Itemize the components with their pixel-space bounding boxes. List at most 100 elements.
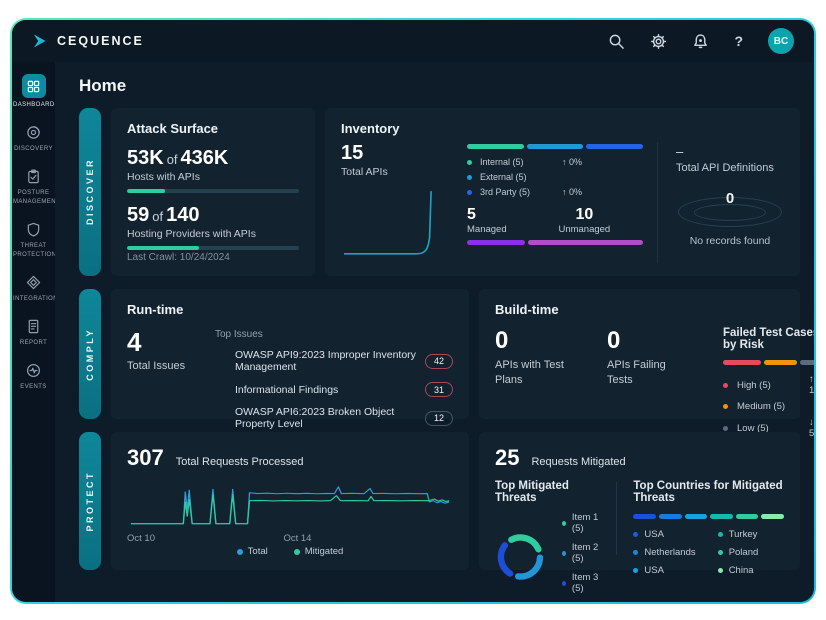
requests-line-chart	[130, 486, 450, 525]
buildtime-panel: Build-time 0 APIs with Test Plans 0 APIs…	[479, 289, 814, 439]
x-axis-labels: Oct 10 Oct 14	[127, 532, 453, 544]
legend-label: Internal (5)	[480, 157, 524, 167]
inventory-title: Inventory	[341, 121, 400, 136]
metric-connector: of	[152, 209, 164, 224]
managed-stat: 5 Managed	[467, 206, 526, 235]
sidebar-item-posture-management[interactable]: POSTURE MANAGEMENT	[12, 166, 61, 207]
requests-mitigated-panel: 25 Requests Mitigated Top Mitigated Thre…	[479, 432, 800, 594]
sidebar-item-report[interactable]: REPORT	[12, 316, 55, 348]
tab-discover[interactable]: DISCOVER	[79, 108, 101, 276]
api-distribution-legend: Internal (5) ↑ 0% External (5)	[467, 157, 643, 197]
countries-title: Top Countries for Mitigated Threats	[633, 480, 783, 504]
legend-item-3: Item 3 (5)	[561, 572, 604, 594]
legend-row-high: High (5) ↑ 10%	[723, 374, 814, 396]
buildtime-title: Build-time	[495, 302, 559, 317]
legend-label: 3rd Party (5)	[480, 187, 531, 197]
integrations-diamond-icon	[26, 272, 41, 292]
total-issues-label: Total Issues	[127, 360, 186, 372]
legend-item-2: Item 2 (5)	[561, 542, 604, 564]
legend-label: Mitigated	[304, 546, 344, 557]
legend-row-3rd-party: 3rd Party (5) ↑ 0%	[467, 187, 643, 197]
legend-dot	[633, 550, 639, 555]
segment-low	[800, 360, 814, 365]
app-window: CEQUENCE ? BC DASHBOA	[12, 20, 814, 602]
api-definitions-block: – Total API Definitions 0 No records fou…	[657, 142, 784, 263]
country-item: USA	[633, 529, 699, 540]
total-apis-label: Total APIs	[341, 166, 388, 178]
attack-surface-title: Attack Surface	[127, 121, 219, 136]
legend-label: Item 2 (5)	[571, 542, 599, 564]
sidebar-label: THREAT PROTECTION	[13, 243, 57, 258]
empty-state-ripple: 0	[678, 188, 782, 228]
segment-3rd-party	[586, 144, 644, 149]
metric-total: 436K	[180, 147, 229, 169]
threat-shield-icon	[26, 219, 41, 239]
issue-row[interactable]: OWASP API9:2023 Improper Inventory Manag…	[215, 349, 453, 373]
runtime-panel: Run-time 4 Total Issues Top Issues OWASP…	[111, 289, 469, 430]
country-segment	[633, 514, 656, 519]
sidebar-item-discovery[interactable]: DISCOVERY	[12, 122, 55, 154]
mitigated-value: 25	[495, 445, 520, 470]
country-label: Poland	[728, 547, 759, 558]
managed-value: 5	[467, 206, 476, 223]
stat-value: 0	[495, 327, 509, 354]
segment-unmanaged	[527, 240, 643, 245]
legend-total: Total	[236, 546, 268, 557]
legend-dot	[467, 189, 472, 195]
sidebar-label: INTEGRATIONS	[13, 296, 63, 302]
country-segment	[761, 514, 785, 519]
unmanaged-label: Unmanaged	[558, 224, 611, 235]
legend-dot	[723, 425, 728, 431]
country-segment	[710, 514, 733, 519]
x-tick-oct10: Oct 10	[127, 532, 155, 544]
requests-chart-legend: Total Mitigated	[127, 546, 453, 557]
sidebar-label: DASHBOARD	[13, 102, 55, 108]
search-icon[interactable]	[608, 33, 625, 50]
countries-bar	[633, 514, 785, 519]
metric-label: Hosts with APIs	[127, 171, 200, 183]
legend-dot	[723, 382, 728, 388]
total-issues-stat: 4 Total Issues	[127, 327, 215, 430]
progress-track	[127, 189, 299, 193]
issue-name: OWASP API6:2023 Broken Object Property L…	[235, 406, 395, 430]
last-crawl-text: Last Crawl: 10/24/2024	[127, 252, 230, 263]
legend-dot	[561, 550, 566, 556]
notifications-bell-icon[interactable]	[692, 33, 709, 50]
sidebar-item-dashboard[interactable]: DASHBOARD	[12, 74, 55, 110]
user-avatar[interactable]: BC	[768, 28, 794, 54]
sidebar-item-threat-protection[interactable]: THREAT PROTECTION	[12, 219, 57, 260]
tab-comply[interactable]: COMPLY	[79, 289, 101, 419]
sidebar-item-integrations[interactable]: INTEGRATIONS	[12, 272, 63, 304]
legend-label: Low (5)	[737, 422, 769, 434]
issue-row[interactable]: OWASP API6:2023 Broken Object Property L…	[215, 406, 453, 430]
legend-label: External (5)	[480, 172, 527, 182]
discovery-radar-icon	[26, 122, 41, 142]
tab-protect[interactable]: PROTECT	[79, 432, 101, 570]
sidebar-label: POSTURE MANAGEMENT	[13, 190, 61, 205]
legend-dot	[633, 568, 639, 573]
issue-row[interactable]: Informational Findings 31	[215, 382, 453, 397]
risk-legend: High (5) ↑ 10% Medium (5)	[723, 374, 814, 439]
country-segment	[658, 514, 682, 519]
country-label: USA	[644, 565, 664, 576]
country-item: Netherlands	[633, 547, 699, 558]
legend-mitigated: Mitigated	[293, 546, 344, 557]
help-icon[interactable]: ?	[734, 33, 743, 49]
mitigated-label: Requests Mitigated	[531, 456, 626, 468]
legend-dot	[723, 404, 728, 409]
threats-title: Top Mitigated Threats	[495, 480, 569, 504]
legend-dot	[467, 159, 472, 165]
settings-gear-icon[interactable]	[650, 33, 667, 50]
country-segment	[684, 514, 708, 519]
definitions-label: Total API Definitions	[676, 162, 774, 174]
country-item: USA	[633, 565, 699, 576]
sidebar-item-events[interactable]: EVENTS	[12, 360, 55, 392]
events-pulse-icon	[26, 360, 41, 380]
legend-item-1: Item 1 (5)	[561, 512, 604, 534]
apis-with-test-plans-stat: 0 APIs with Test Plans	[495, 327, 579, 444]
x-tick-oct14: Oct 14	[283, 532, 312, 544]
country-label: Turkey	[728, 529, 758, 540]
dashboard-grid-icon	[21, 74, 46, 98]
issue-name: OWASP API9:2023 Improper Inventory Manag…	[235, 349, 416, 373]
sidebar-label: DISCOVERY	[14, 146, 53, 152]
